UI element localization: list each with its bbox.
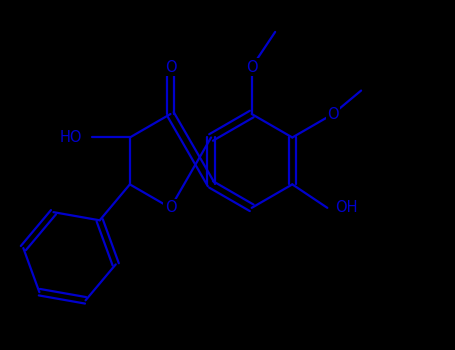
Text: OH: OH xyxy=(335,200,358,215)
Text: HO: HO xyxy=(60,130,82,145)
Text: O: O xyxy=(165,200,176,215)
Text: O: O xyxy=(327,106,339,121)
Text: O: O xyxy=(246,60,258,75)
Text: O: O xyxy=(165,60,176,75)
